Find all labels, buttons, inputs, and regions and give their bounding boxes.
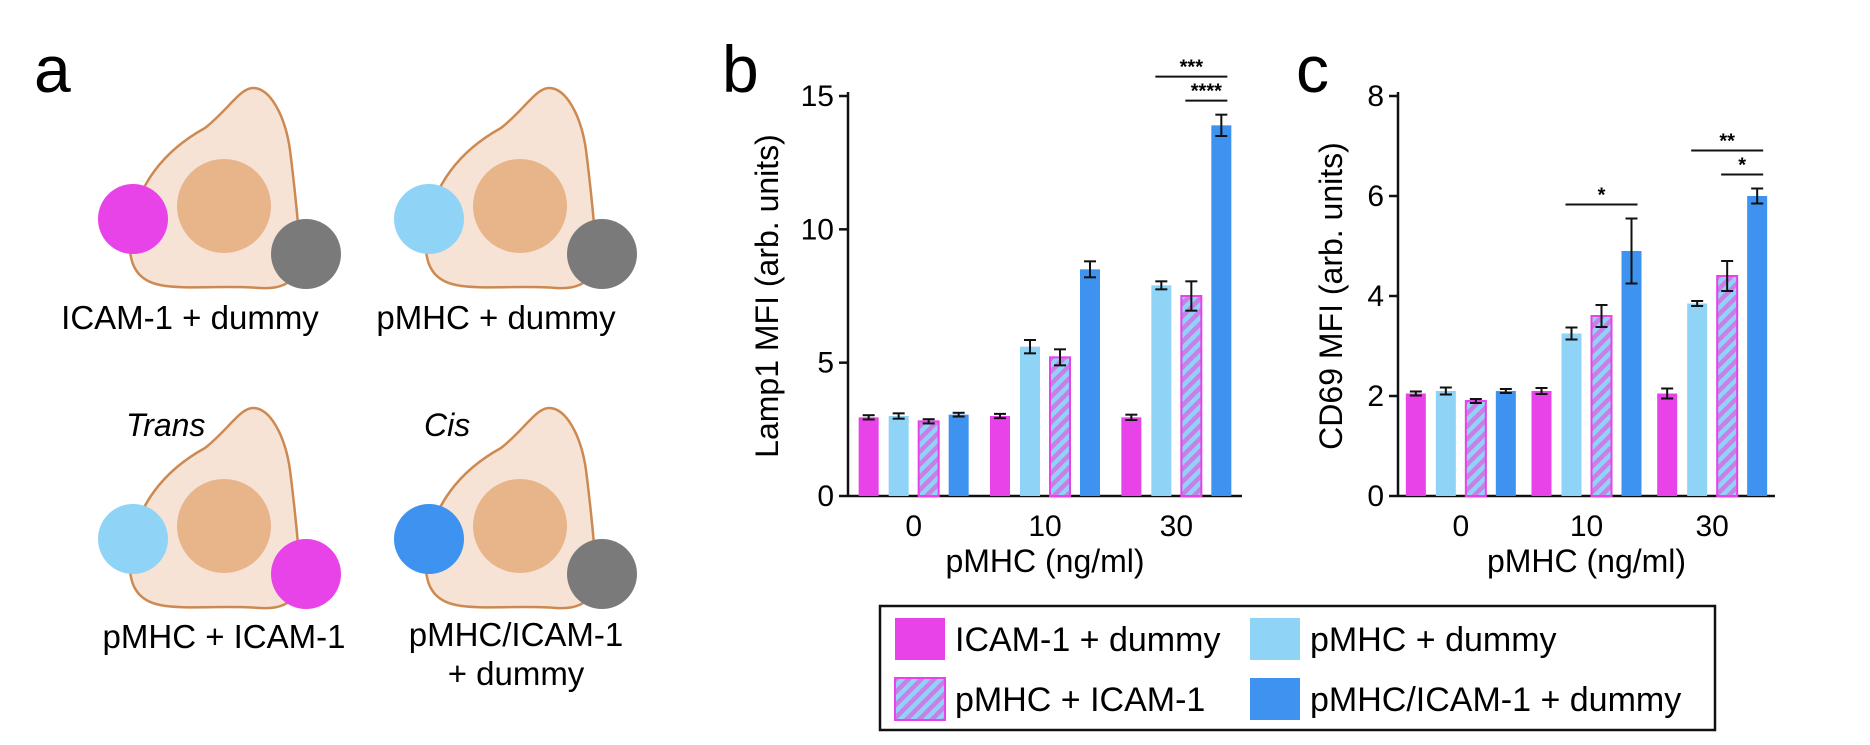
- chart-panel-b: 0 5 10 15 0 10 30 ******* pMHC (ng/ml) Lamp1 MFI …: [749, 57, 1242, 579]
- bar: [1687, 303, 1708, 496]
- bar: [1080, 269, 1100, 496]
- bar: [858, 417, 879, 496]
- bead-left: [98, 504, 168, 574]
- cell-label-line2: + dummy: [448, 655, 585, 692]
- y-tick-label: 0: [817, 480, 834, 513]
- cell-icam-dummy: ICAM-1 + dummy: [61, 86, 341, 336]
- x-axis-title: pMHC (ng/ml): [945, 543, 1144, 579]
- bar: [1020, 346, 1040, 496]
- legend-swatch-pmhc-icam: [894, 677, 946, 721]
- bar: [1657, 393, 1678, 496]
- x-tick-label: 0: [905, 510, 922, 543]
- cell-label: ICAM-1 + dummy: [61, 299, 319, 336]
- y-tick-label: 2: [1367, 380, 1384, 413]
- legend-label-pmhc-icam: pMHC + ICAM-1: [955, 681, 1205, 719]
- y-axis-title: CD69 MFI (arb. units): [1313, 142, 1349, 450]
- significance-label: ****: [1191, 81, 1222, 103]
- legend-label-icam-dummy: ICAM-1 + dummy: [955, 621, 1220, 659]
- y-tick-label: 5: [817, 347, 834, 380]
- legend-frame: [878, 604, 1717, 732]
- x-tick-label: 10: [1028, 510, 1061, 543]
- bar: [1121, 417, 1142, 496]
- cell-label: pMHC + dummy: [376, 299, 616, 336]
- cell-cis: Cis pMHC/ICAM-1 + dummy: [394, 406, 637, 692]
- y-tick-label: 6: [1367, 180, 1384, 213]
- bar: [1561, 333, 1582, 496]
- cell-nucleus: [177, 479, 271, 573]
- legend-swatch-pmhc-dummy: [1250, 618, 1300, 660]
- bar: [1495, 391, 1516, 496]
- cell-nucleus: [177, 159, 271, 253]
- y-axis-title: Lamp1 MFI (arb. units): [749, 134, 785, 458]
- cell-trans: Trans pMHC + ICAM-1: [98, 406, 346, 655]
- bar: [1211, 125, 1232, 496]
- legend-label-pmhc-icam-dummy: pMHC/ICAM-1 + dummy: [1310, 681, 1681, 719]
- legend-swatch-icam-dummy: [895, 618, 945, 660]
- cell-italic-label: Cis: [424, 407, 470, 443]
- y-tick-label: 10: [801, 213, 834, 246]
- bead-right: [271, 219, 341, 289]
- cell-label: pMHC/ICAM-1: [409, 616, 624, 653]
- bar: [1180, 295, 1203, 497]
- bar: [1747, 196, 1768, 496]
- bead-right: [567, 539, 637, 609]
- bar: [917, 420, 940, 498]
- bar: [1531, 391, 1552, 496]
- x-tick-label: 0: [1452, 510, 1469, 543]
- significance-label: *: [1738, 155, 1746, 177]
- cell-label: pMHC + ICAM-1: [103, 618, 346, 655]
- legend: ICAM-1 + dummy pMHC + dummy pMHC + ICAM-…: [878, 604, 1717, 732]
- panel-a-schematic: ICAM-1 + dummy pMHC + dummy Trans pMHC +…: [61, 86, 637, 692]
- y-tick-label: 8: [1367, 80, 1384, 113]
- x-tick-label: 30: [1695, 510, 1728, 543]
- x-tick-label: 30: [1160, 510, 1193, 543]
- panel-label-b: b: [722, 32, 759, 106]
- significance-label: **: [1719, 131, 1735, 153]
- bar: [1435, 391, 1456, 496]
- bar: [1405, 393, 1426, 496]
- bar: [1716, 275, 1739, 497]
- legend-label-pmhc-dummy: pMHC + dummy: [1310, 621, 1557, 659]
- cell-nucleus: [473, 479, 567, 573]
- bead-right: [271, 539, 341, 609]
- bar: [1151, 285, 1172, 496]
- bar: [948, 414, 969, 496]
- bead-right: [567, 219, 637, 289]
- significance-label: *: [1598, 185, 1606, 207]
- x-axis-title: pMHC (ng/ml): [1487, 543, 1686, 579]
- bead-left: [394, 504, 464, 574]
- bar: [1464, 400, 1487, 497]
- y-tick-label: 0: [1367, 480, 1384, 513]
- cell-pmhc-dummy: pMHC + dummy: [376, 86, 637, 336]
- x-tick-label: 10: [1570, 510, 1603, 543]
- y-tick-label: 4: [1367, 280, 1384, 313]
- bar: [1590, 315, 1613, 497]
- bar: [888, 416, 909, 496]
- significance-label: ***: [1180, 57, 1204, 79]
- bar: [1621, 251, 1642, 496]
- bar: [990, 416, 1010, 496]
- bead-left: [98, 184, 168, 254]
- bead-left: [394, 184, 464, 254]
- panel-label-c: c: [1296, 32, 1329, 106]
- y-tick-label: 15: [801, 80, 834, 113]
- bar: [1049, 356, 1071, 498]
- cell-nucleus: [473, 159, 567, 253]
- panel-label-a: a: [34, 32, 71, 106]
- cell-italic-label: Trans: [126, 407, 205, 443]
- legend-swatch-pmhc-icam-dummy: [1250, 678, 1300, 720]
